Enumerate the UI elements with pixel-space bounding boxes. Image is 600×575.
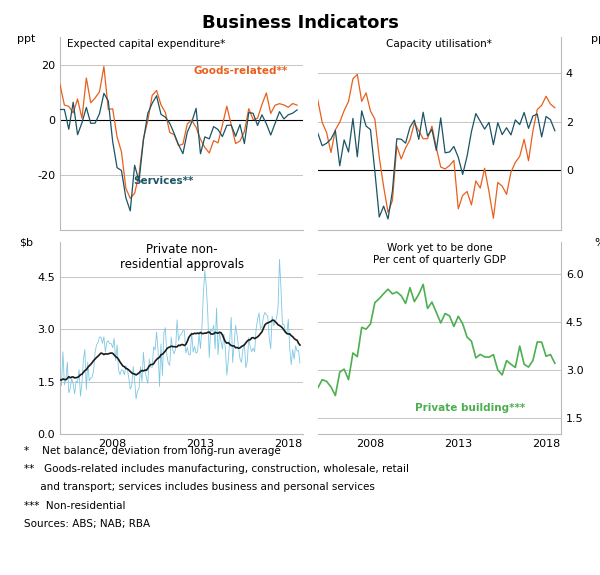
Text: Sources: ABS; NAB; RBA: Sources: ABS; NAB; RBA — [24, 519, 150, 529]
Y-axis label: ppt: ppt — [17, 33, 35, 44]
Y-axis label: %: % — [595, 237, 600, 248]
Text: Services**: Services** — [133, 176, 193, 186]
Text: Private building***: Private building*** — [415, 403, 526, 413]
Y-axis label: ppt: ppt — [591, 33, 600, 44]
Text: Capacity utilisation*: Capacity utilisation* — [386, 39, 493, 49]
Text: Private non-
residential approvals: Private non- residential approvals — [119, 243, 244, 271]
Text: Goods-related**: Goods-related** — [194, 66, 288, 76]
Text: Work yet to be done
Per cent of quarterly GDP: Work yet to be done Per cent of quarterl… — [373, 243, 506, 265]
Text: ***  Non-residential: *** Non-residential — [24, 501, 125, 511]
Text: *    Net balance, deviation from long-run average: * Net balance, deviation from long-run a… — [24, 446, 281, 455]
Text: **   Goods-related includes manufacturing, construction, wholesale, retail: ** Goods-related includes manufacturing,… — [24, 464, 409, 474]
Y-axis label: $b: $b — [19, 237, 33, 248]
Text: Expected capital expenditure*: Expected capital expenditure* — [67, 39, 226, 49]
Text: Business Indicators: Business Indicators — [202, 14, 398, 32]
Text: and transport; services includes business and personal services: and transport; services includes busines… — [24, 482, 375, 492]
